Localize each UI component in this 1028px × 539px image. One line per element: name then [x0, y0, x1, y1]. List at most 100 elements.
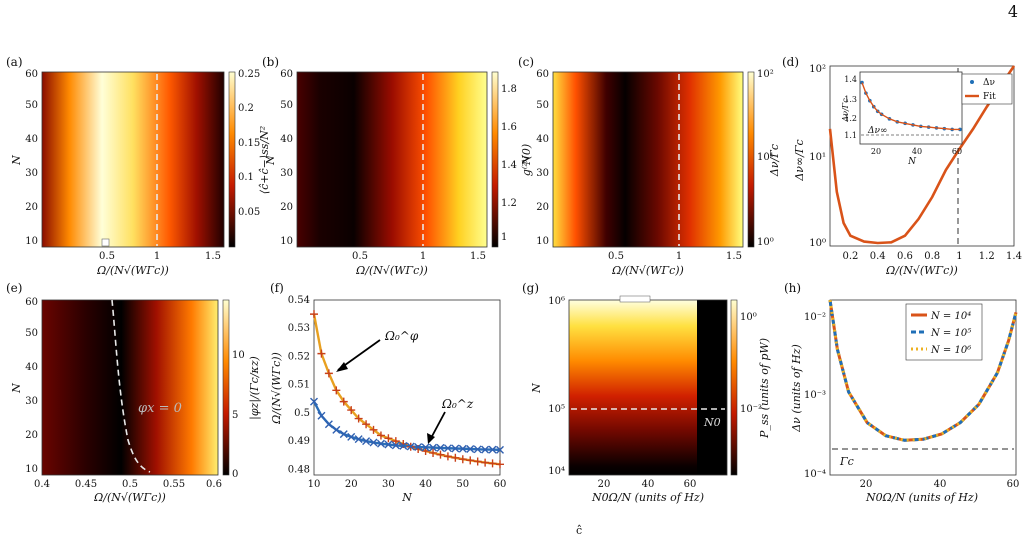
panel-c-colorbar — [747, 71, 755, 248]
tick-h-y1: 10⁻² — [804, 312, 826, 323]
plus-marker — [332, 386, 341, 395]
tick-f-x6: 60 — [494, 479, 507, 490]
panel-e-ylabel: N — [10, 383, 23, 394]
panel-g-label: (g) — [522, 281, 539, 295]
ctick-e-1: 10 — [232, 350, 245, 361]
ctick-g-2: 10⁻² — [740, 404, 762, 415]
tick-d-x4: 0.8 — [924, 251, 940, 262]
x-marker — [421, 443, 430, 452]
plus-marker — [347, 406, 356, 415]
ctick-b-1: 1.8 — [501, 84, 517, 95]
tick-b-y5: 50 — [280, 100, 293, 111]
panel-g-xlabel: N0Ω/N (units of Hz) — [591, 491, 704, 504]
panel-b: (b) 0.5 1 1.5 10 20 30 40 50 60 Ω/(N√(WΓ… — [262, 55, 533, 277]
plus-marker — [384, 434, 393, 443]
x-marker — [458, 444, 467, 453]
tick-b-y3: 30 — [280, 168, 293, 179]
ctick-b-3: 1.4 — [501, 160, 517, 171]
tick-a-x1: 0.5 — [99, 251, 115, 262]
tick-h-x1: 20 — [860, 479, 873, 490]
tick-f-x3: 30 — [382, 479, 395, 490]
x-marker — [429, 443, 438, 452]
tick-d-x3: 0.6 — [897, 251, 913, 262]
x-marker — [354, 435, 363, 444]
x-marker — [332, 425, 341, 434]
x-marker — [376, 439, 385, 448]
plus-marker — [466, 456, 475, 465]
panel-g-ylabel: N — [530, 383, 543, 394]
x-marker — [347, 432, 356, 441]
x-marker — [369, 438, 378, 447]
panel-e-heatmap — [42, 300, 218, 475]
tick-e-y1: 10 — [25, 464, 38, 475]
plus-marker — [362, 420, 371, 429]
tick-g-x2: 40 — [642, 479, 655, 490]
panel-h-annotation: Γc — [839, 455, 854, 468]
ctick-c-3: 10⁰ — [757, 237, 774, 248]
x-marker — [362, 437, 371, 446]
panel-b-colorbar — [491, 71, 499, 248]
plus-marker — [324, 369, 333, 378]
panel-h: (h) Γc N = 10⁴ N = 10⁵ N = 10⁶ 20 40 60 … — [784, 281, 1019, 504]
x-marker — [466, 445, 475, 454]
tick-a-y3: 30 — [25, 168, 38, 179]
panel-e-dashed-curve — [111, 299, 151, 473]
x-marker — [481, 445, 490, 454]
ctick-a-3: 0.15 — [238, 138, 260, 149]
ctick-b-5: 1 — [501, 232, 507, 243]
page-number: 4 — [1007, 2, 1018, 21]
panel-e-colorbar — [222, 299, 230, 476]
ctick-a-5: 0.05 — [238, 207, 260, 218]
ctick-c-2: 10¹ — [757, 152, 774, 163]
inset-xlabel: N — [907, 157, 917, 167]
tick-b-y6: 60 — [280, 69, 293, 80]
tick-f-y5: 0.52 — [288, 351, 310, 362]
tick-b-y2: 20 — [280, 202, 293, 213]
panel-f-annotation-1: Ω₀^φ — [384, 329, 419, 343]
panel-b-xlabel: Ω/(N√(WΓc)) — [355, 264, 428, 277]
x-marker — [310, 397, 318, 406]
tick-c-y3: 30 — [536, 168, 549, 179]
x-marker — [339, 430, 348, 439]
plus-marker — [354, 414, 363, 423]
tick-g-y2: 10⁵ — [548, 404, 565, 415]
tick-d-x2: 0.4 — [870, 251, 886, 262]
panel-b-heatmap — [297, 72, 487, 247]
tick-c-y5: 50 — [536, 100, 549, 111]
panel-c-label: (c) — [518, 55, 534, 69]
tick-c-x1: 0.5 — [608, 251, 624, 262]
x-marker — [473, 445, 482, 454]
plus-marker — [429, 448, 438, 457]
tick-e-x3: 0.5 — [122, 479, 138, 490]
tick-c-x2: 1 — [676, 251, 682, 262]
plus-marker — [443, 452, 452, 461]
tick-e-x5: 0.6 — [206, 479, 222, 490]
tick-b-y1: 10 — [280, 236, 293, 247]
tick-d-y3: 10² — [809, 64, 826, 75]
x-marker — [488, 445, 497, 454]
panel-h-axes — [829, 299, 1017, 476]
inset-xtick2: 40 — [912, 147, 922, 156]
panel-d-inset: Δν∞ 20 40 60 1.1 1.2 1.3 1.4 N Δν/Γc Δν … — [841, 71, 1013, 167]
tick-f-x1: 10 — [308, 479, 321, 490]
panel-a-ylabel: N — [10, 155, 23, 166]
panel-b-ylabel: N — [264, 155, 277, 166]
tick-e-y5: 50 — [25, 328, 38, 339]
panel-e-annotation: φx = 0 — [138, 401, 182, 416]
panel-c-ylabel: N — [520, 155, 533, 166]
tick-c-y1: 10 — [536, 236, 549, 247]
caption-fragment: ĉ — [576, 524, 583, 537]
panel-d-legend — [961, 73, 1013, 105]
panel-g-cbar-label: P_ss (units of pW) — [758, 338, 771, 439]
tick-d-x1: 0.2 — [842, 251, 858, 262]
panel-b-cbar-label: g⁽²⁾(0) — [520, 144, 533, 176]
panel-c: (c) 0.5 1 1.5 10 20 30 40 50 60 Ω/(N√(WΓ… — [518, 55, 781, 277]
panel-a-xlabel: Ω/(N√(WΓc)) — [96, 264, 169, 277]
plus-marker — [451, 453, 460, 462]
tick-b-y4: 40 — [280, 134, 293, 145]
plus-marker — [310, 310, 318, 319]
plus-marker — [458, 455, 467, 464]
panel-h-ylabel: Δν (units of Hz) — [790, 344, 803, 433]
tick-b-x2: 1 — [420, 251, 426, 262]
tick-a-x3: 1.5 — [205, 251, 221, 262]
